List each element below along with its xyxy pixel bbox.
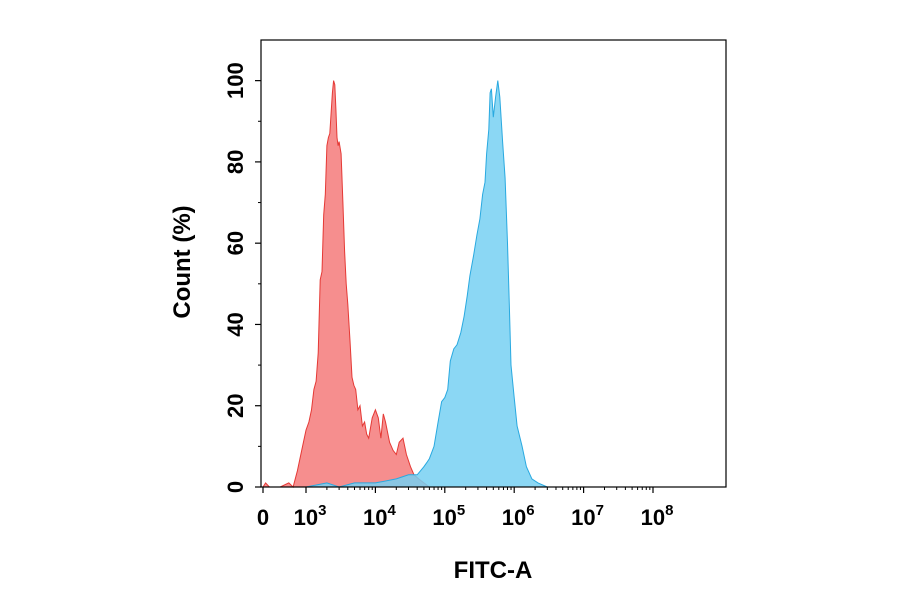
x-tick-label: 108 — [641, 502, 674, 530]
y-tick-label: 20 — [223, 393, 248, 417]
x-axis-title: FITC-A — [454, 557, 533, 584]
histogram-series-layer — [262, 80, 548, 488]
y-axis-title: Count (%) — [169, 205, 196, 318]
x-tick-label: 0 — [257, 505, 269, 530]
series-2-outline — [305, 80, 548, 488]
x-tick-label: 103 — [294, 502, 327, 530]
series-2-area — [306, 80, 548, 487]
x-tick-label: 107 — [571, 502, 604, 530]
y-tick-label: 80 — [223, 150, 248, 174]
x-tick-label: 105 — [432, 502, 465, 530]
y-tick-label: 100 — [223, 62, 248, 99]
y-tick-label: 0 — [223, 481, 248, 493]
y-tick-label: 60 — [223, 231, 248, 255]
series-1-outline — [262, 80, 430, 488]
y-tick-label: 40 — [223, 312, 248, 336]
y-axis: 0 20 40 60 80 100 — [223, 62, 261, 493]
x-tick-label: 104 — [363, 502, 396, 530]
x-tick-label: 106 — [502, 502, 535, 530]
x-axis: 0 103 104 105 106 107 108 — [257, 487, 674, 530]
